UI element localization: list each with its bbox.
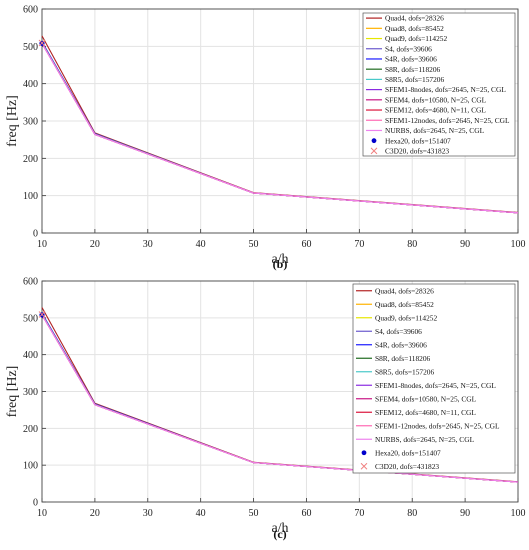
- legend: Quad4, dofs=28326 Quad8, dofs=85452 Quad9,…: [352, 283, 516, 474]
- legend-box: [352, 283, 516, 474]
- legend-swatch-x: [370, 147, 378, 155]
- y-tick-label: 400: [23, 79, 38, 90]
- legend-entry-label: SFEM4, dofs=10580, N=25, CGL: [375, 394, 477, 403]
- x-tick-label: 70: [354, 239, 364, 250]
- y-tick-label: 100: [23, 191, 38, 202]
- legend-entry-label: SFEM1-12nodes, dofs=2645, N=25, CGL: [385, 116, 510, 125]
- y-tick-label: 300: [23, 387, 38, 398]
- legend-entry-label: Hexa20, dofs=151407: [375, 448, 441, 457]
- x-tick-label: 60: [301, 239, 311, 250]
- x-tick-label: 90: [460, 239, 470, 250]
- legend-entry-label: SFEM1-8nodes, dofs=2645, N=25, CGL: [375, 381, 496, 390]
- legend-entry-label: SFEM12, dofs=4680, N=11, CGL: [385, 106, 486, 115]
- legend-entry-label: Quad9, dofs=114252: [385, 34, 447, 43]
- legend-entry-label: Quad8, dofs=85452: [375, 300, 434, 309]
- y-tick-label: 200: [23, 424, 38, 435]
- y-tick-label: 0: [33, 229, 38, 240]
- y-axis-label: freq [Hz]: [5, 95, 20, 147]
- chart-panel-b: 10 20 30 40 50 60 70 80 90 100 0 100 200 300 400 500 600…: [5, 5, 526, 272]
- legend-entry-label: S8R5, dofs=157206: [385, 75, 444, 84]
- legend-entry-label: SFEM1-12nodes, dofs=2645, N=25, CGL: [375, 421, 500, 430]
- y-tick-label: 600: [23, 277, 38, 288]
- legend-entry-label: Quad4, dofs=28326: [385, 14, 444, 23]
- x-tick-label: 70: [354, 508, 364, 519]
- subfigure-caption: (b): [273, 257, 288, 271]
- x-tick-label: 30: [143, 239, 153, 250]
- legend-entry-label: SFEM1-8nodes, dofs=2645, N=25, CGL: [385, 85, 506, 94]
- x-tick-label: 10: [37, 508, 47, 519]
- x-tick-label: 100: [511, 508, 526, 519]
- x-tick-label: 50: [249, 508, 259, 519]
- legend-entry-label: SFEM12, dofs=4680, N=11, CGL: [375, 408, 476, 417]
- plot-area-frame: [41, 280, 519, 503]
- x-tick-label: 10: [37, 239, 47, 250]
- series-line: [41, 43, 519, 214]
- y-tick-label: 500: [23, 42, 38, 53]
- plot-area-frame: [41, 8, 519, 234]
- y-tick-label: 0: [33, 498, 38, 509]
- legend-entry-label: S4, dofs=39606: [375, 327, 422, 336]
- x-tick-label: 20: [90, 508, 100, 519]
- x-tick-label: 80: [407, 508, 417, 519]
- x-tick-label: 90: [460, 508, 470, 519]
- legend-swatch-dot: [371, 138, 377, 144]
- y-tick-label: 300: [23, 117, 38, 128]
- x-tick-label: 20: [90, 239, 100, 250]
- legend-entry-label: S4R, dofs=39606: [375, 340, 427, 349]
- legend-entry-label: NURBS, dofs=2645, N=25, CGL: [385, 126, 485, 135]
- legend-entry-label: C3D20, dofs=431823: [375, 462, 439, 471]
- legend-entry-label: Quad9, dofs=114252: [375, 313, 437, 322]
- series-point: [38, 311, 46, 318]
- chart-panel-c: 10 20 30 40 50 60 70 80 90 100 0 100 200 300 400 500 600…: [5, 277, 526, 542]
- legend-entry-label: C3D20, dofs=431823: [385, 146, 449, 155]
- legend-entry-label: SFEM4, dofs=10580, N=25, CGL: [385, 95, 487, 104]
- y-axis-label: freq [Hz]: [5, 366, 20, 418]
- subfigure-caption: (c): [273, 527, 286, 541]
- y-tick-label: 200: [23, 154, 38, 165]
- legend-entry-label: S8R, dofs=118206: [375, 354, 431, 363]
- y-tick-label: 100: [23, 461, 38, 472]
- x-tick-label: 30: [143, 508, 153, 519]
- x-tick-label: 50: [249, 239, 259, 250]
- legend-entry-label: S4R, dofs=39606: [385, 55, 437, 64]
- x-tick-label: 80: [407, 239, 417, 250]
- legend-entry-label: S8R, dofs=118206: [385, 65, 441, 74]
- legend-entry-label: S4, dofs=39606: [385, 44, 432, 53]
- legend-entry-label: Quad4, dofs=28326: [375, 286, 434, 295]
- x-tick-label: 40: [196, 239, 206, 250]
- x-tick-label: 40: [196, 508, 206, 519]
- legend-swatch-dot: [361, 450, 367, 456]
- x-tick-label: 100: [511, 239, 526, 250]
- series-point: [38, 39, 46, 47]
- x-axis-label: a/h: [271, 252, 288, 267]
- legend-entry-label: Quad8, dofs=85452: [385, 24, 444, 33]
- x-axis-label: a/h: [271, 521, 288, 536]
- legend-swatch-x: [360, 462, 368, 470]
- x-tick-label: 60: [301, 508, 311, 519]
- legend-box: [362, 12, 516, 157]
- legend-entry-label: S8R5, dofs=157206: [375, 367, 434, 376]
- legend-entry-label: NURBS, dofs=2645, N=25, CGL: [375, 435, 475, 444]
- legend-entry-label: Hexa20, dofs=151407: [385, 136, 451, 145]
- y-tick-label: 600: [23, 5, 38, 16]
- y-tick-label: 500: [23, 313, 38, 324]
- y-tick-label: 400: [23, 350, 38, 361]
